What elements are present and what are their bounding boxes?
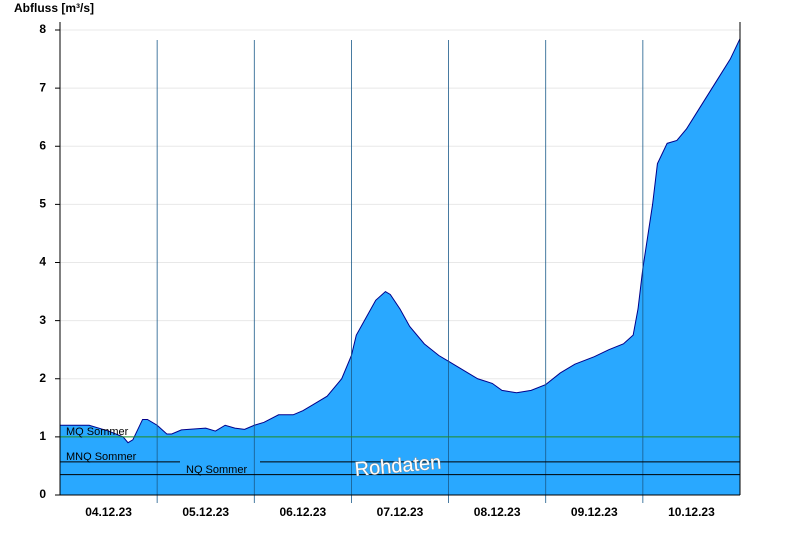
x-tick-label: 10.12.23 bbox=[668, 505, 715, 519]
y-tick-label: 6 bbox=[39, 138, 46, 152]
reference-label: MQ Sommer bbox=[66, 426, 129, 438]
y-tick-label: 2 bbox=[39, 371, 46, 385]
y-tick-label: 4 bbox=[39, 255, 46, 269]
x-tick-label: 04.12.23 bbox=[85, 505, 132, 519]
y-tick-label: 5 bbox=[39, 197, 46, 211]
y-tick-label: 0 bbox=[39, 487, 46, 501]
x-tick-label: 05.12.23 bbox=[182, 505, 229, 519]
y-tick-label: 1 bbox=[39, 429, 46, 443]
y-tick-label: 3 bbox=[39, 313, 46, 327]
x-tick-label: 06.12.23 bbox=[279, 505, 326, 519]
x-tick-label: 09.12.23 bbox=[571, 505, 618, 519]
reference-label: NQ Sommer bbox=[186, 464, 247, 476]
x-tick-label: 08.12.23 bbox=[474, 505, 521, 519]
x-tick-label: 07.12.23 bbox=[377, 505, 424, 519]
area bbox=[60, 38, 740, 495]
y-tick-label: 8 bbox=[39, 22, 46, 36]
line bbox=[60, 38, 741, 444]
y-axis-label: Abfluss [m³/s] bbox=[14, 1, 94, 15]
y-tick-label: 7 bbox=[39, 80, 46, 94]
reference-label: MNQ Sommer bbox=[66, 451, 137, 463]
